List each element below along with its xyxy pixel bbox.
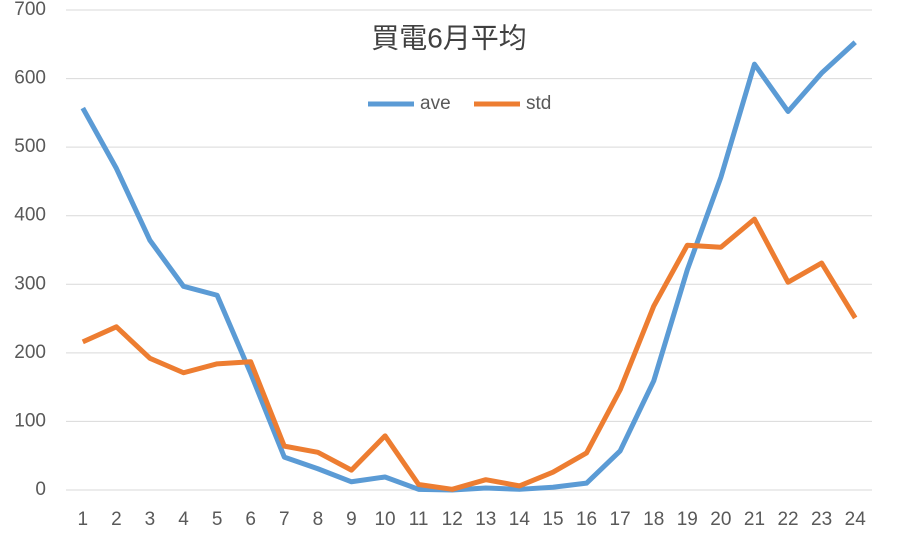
x-tick-label: 9	[346, 509, 357, 530]
x-tick-label: 17	[610, 509, 631, 530]
x-tick-label: 14	[509, 509, 531, 530]
x-tick-label: 20	[710, 509, 731, 530]
y-tick-label: 600	[14, 68, 46, 89]
x-tick-label: 8	[313, 509, 324, 530]
data-line	[81, 216, 858, 492]
legend-label: ave	[420, 93, 451, 114]
x-tick-label: 4	[178, 509, 189, 530]
x-tick-label: 7	[279, 509, 290, 530]
x-tick-label: 15	[542, 509, 563, 530]
y-tick-label: 700	[14, 0, 46, 20]
x-tick-label: 22	[777, 509, 798, 530]
x-tick-label: 19	[677, 509, 698, 530]
x-tick-label: 12	[442, 509, 463, 530]
x-tick-label: 2	[111, 509, 122, 530]
x-tick-label: 10	[374, 509, 395, 530]
y-tick-label: 300	[14, 273, 46, 294]
legend-label: std	[526, 93, 551, 114]
x-tick-label: 13	[475, 509, 496, 530]
x-tick-label: 11	[409, 509, 429, 530]
y-tick-label: 100	[14, 410, 46, 431]
x-tick-label: 6	[245, 509, 256, 530]
y-tick-label: 500	[14, 136, 46, 157]
y-tick-label: 200	[14, 342, 46, 363]
x-tick-label: 3	[145, 509, 156, 530]
x-tick-label: 24	[845, 509, 867, 530]
x-tick-label: 18	[643, 509, 664, 530]
x-tick-label: 5	[212, 509, 223, 530]
x-tick-label: 23	[811, 509, 832, 530]
x-tick-label: 16	[576, 509, 597, 530]
data-line	[80, 40, 857, 493]
x-tick-label: 21	[744, 509, 765, 530]
y-tick-label: 0	[35, 479, 46, 500]
x-tick-label: 1	[78, 509, 89, 530]
chart-title: 買電6月平均	[371, 22, 527, 53]
y-tick-label: 400	[14, 205, 46, 226]
